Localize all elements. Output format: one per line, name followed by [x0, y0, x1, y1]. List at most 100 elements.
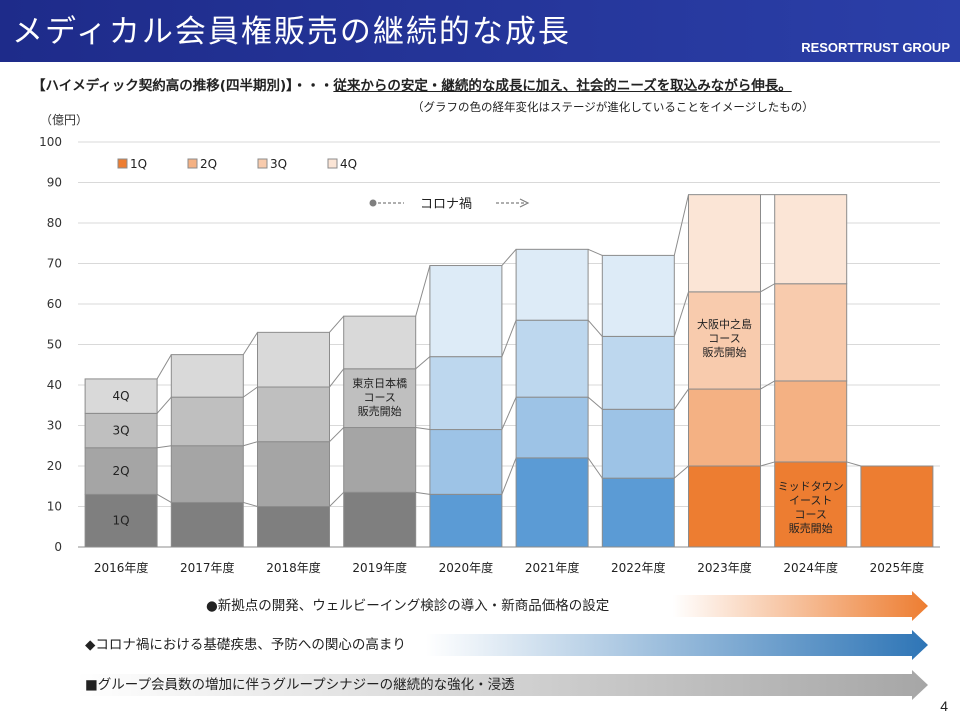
connector-2024年度-1Q — [846, 461, 862, 467]
bar-2016年度-4Q — [84, 378, 158, 414]
connector-2021年度-4Q — [587, 248, 603, 256]
bar-2017年度-1Q — [170, 501, 244, 548]
x-tick-label-2019年度: 2019年度 — [352, 560, 407, 575]
stacked-bar-chart: （億円） 0 10 20 30 40 50 60 70 80 90 100 2016年度 2017年度 20… — [39, 113, 940, 575]
bar-2016年度-2Q — [84, 447, 158, 495]
bar-2023年度-3Q — [688, 291, 761, 390]
connector-2017年度-2Q — [243, 441, 258, 447]
legend-label-1Q: 1Q — [130, 157, 147, 171]
bar-2024年度-3Q — [774, 283, 848, 382]
annotation-2023年度-line-1: コース — [708, 332, 740, 345]
connector-2019年度-3Q — [415, 356, 431, 370]
legend-swatch-3Q — [257, 158, 268, 169]
annotation-2023年度-line-0: 大阪中之島 — [697, 317, 752, 331]
annotation-2024年度-line-2: コース — [794, 508, 826, 521]
connector-2020年度-1Q — [501, 457, 517, 495]
color-note: （グラフの色の経年変化はステージが進化していることをイメージしたもの） — [412, 100, 814, 114]
connector-2020年度-4Q — [501, 248, 517, 266]
bar-2017年度-3Q — [170, 396, 244, 447]
segment-label-3Q: 3Q — [113, 424, 130, 438]
connector-2020年度-3Q — [501, 320, 517, 357]
annotation-2019年度-line-1: コース — [363, 391, 395, 404]
bar-2018年度-4Q — [257, 331, 330, 388]
banner-arrow-shape-0 — [198, 591, 928, 621]
bar-2019年度-1Q — [343, 491, 417, 548]
banner-arrow-shape-2 — [77, 670, 928, 700]
connector-2018年度-3Q — [329, 368, 345, 388]
bar-2021年度-3Q — [515, 319, 589, 398]
banner-arrow-blue — [77, 630, 928, 660]
y-tick-label-40: 40 — [47, 378, 62, 392]
x-tick-label-2020年度: 2020年度 — [439, 560, 494, 575]
bar-2024年度-1Q — [774, 461, 848, 548]
bar-2019年度-4Q — [343, 315, 417, 370]
bar-2024年度-4Q — [774, 194, 848, 285]
subtitle-lead: 【ハイメディック契約高の推移(四半期別)】・・・ — [32, 78, 334, 94]
annotation-2019年度-line-0: 東京日本橋 — [352, 376, 407, 390]
connector-2018年度-4Q — [329, 315, 345, 333]
y-tick-label-0: 0 — [54, 540, 62, 554]
x-tick-label-2016年度: 2016年度 — [94, 560, 149, 575]
connector-2022年度-2Q — [673, 388, 689, 410]
connector-2016年度-4Q — [156, 354, 172, 380]
connector-2016年度-2Q — [157, 445, 172, 449]
banner-text-new-sites: ●新拠点の開発、ウェルビーイング検診の導入・新商品価格の設定 — [206, 598, 610, 614]
bar-2022年度-1Q — [601, 477, 675, 548]
legend-label-3Q: 3Q — [270, 157, 287, 171]
legend-label-4Q: 4Q — [340, 157, 357, 171]
y-tick-label-20: 20 — [47, 459, 62, 473]
bar-2020年度-4Q — [429, 265, 503, 358]
bar-2024年度-2Q — [774, 380, 848, 463]
y-axis-label: （億円） — [40, 113, 88, 127]
corona-start-dot — [369, 199, 377, 207]
segment-label-4Q: 4Q — [113, 389, 130, 403]
x-tick-label-2025年度: 2025年度 — [870, 560, 925, 575]
legend-label-2Q: 2Q — [200, 157, 217, 171]
bar-2018年度-2Q — [257, 441, 330, 508]
y-tick-label-90: 90 — [47, 176, 62, 190]
bar-2020年度-3Q — [429, 356, 503, 431]
connector-2018年度-1Q — [329, 491, 345, 507]
bar-2022年度-4Q — [601, 254, 675, 337]
bar-2021年度-4Q — [515, 248, 589, 321]
annotation-2024年度-line-0: ミッドタウン — [778, 480, 844, 493]
connector-2019年度-1Q — [415, 491, 430, 495]
banner-arrow-gray — [77, 670, 928, 700]
bar-2017年度-2Q — [170, 445, 244, 503]
page-title: メディカル会員権販売の継続的な成長 — [12, 14, 571, 50]
chart-subtitle: 【ハイメディック契約高の推移(四半期別)】・・・従来からの安定・継続的な成長に加… — [32, 74, 932, 94]
connector-2019年度-4Q — [415, 265, 431, 317]
banner-text-corona: ◆コロナ禍における基礎疾患、予防への関心の高まり — [85, 637, 406, 653]
connector-2016年度-3Q — [156, 396, 172, 414]
bar-2019年度-2Q — [343, 427, 417, 493]
bar-2020年度-2Q — [429, 429, 503, 495]
connector-2021年度-1Q — [587, 457, 603, 479]
y-tick-label-70: 70 — [47, 257, 62, 271]
brand-name: RESORTTRUST GROUP — [801, 40, 950, 55]
connector-2017年度-4Q — [242, 332, 258, 355]
y-tick-label-100: 100 — [39, 135, 62, 149]
y-tick-label-50: 50 — [47, 338, 62, 352]
bar-2021年度-1Q — [515, 457, 589, 548]
connector-2022年度-4Q — [673, 194, 689, 256]
x-tick-label-2018年度: 2018年度 — [266, 560, 321, 575]
connector-2019年度-2Q — [415, 427, 430, 431]
legend-swatch-2Q — [187, 158, 198, 169]
corona-arrow-head — [519, 198, 530, 208]
legend-swatch-4Q — [327, 158, 338, 169]
x-tick-label-2024年度: 2024年度 — [783, 560, 838, 575]
connector-2023年度-3Q — [760, 283, 775, 293]
page-number: 4 — [940, 698, 948, 714]
segment-label-1Q: 1Q — [113, 514, 130, 528]
banner-text-synergy: ■グループ会員数の増加に伴うグループシナジーの継続的な強化・浸透 — [85, 677, 515, 693]
x-tick-label-2022年度: 2022年度 — [611, 560, 666, 575]
bar-2017年度-4Q — [170, 354, 244, 398]
annotation-2024年度-line-1: イースト — [789, 494, 832, 507]
annotation-2019年度-line-2: 販売開始 — [358, 404, 402, 418]
connector-2021年度-3Q — [587, 319, 603, 337]
banner-arrow-orange — [198, 591, 928, 621]
connector-2017年度-1Q — [243, 501, 258, 507]
annotation-2024年度-line-3: 販売開始 — [789, 521, 833, 535]
connector-2021年度-2Q — [587, 396, 603, 410]
corona-label: コロナ禍 — [420, 196, 472, 212]
